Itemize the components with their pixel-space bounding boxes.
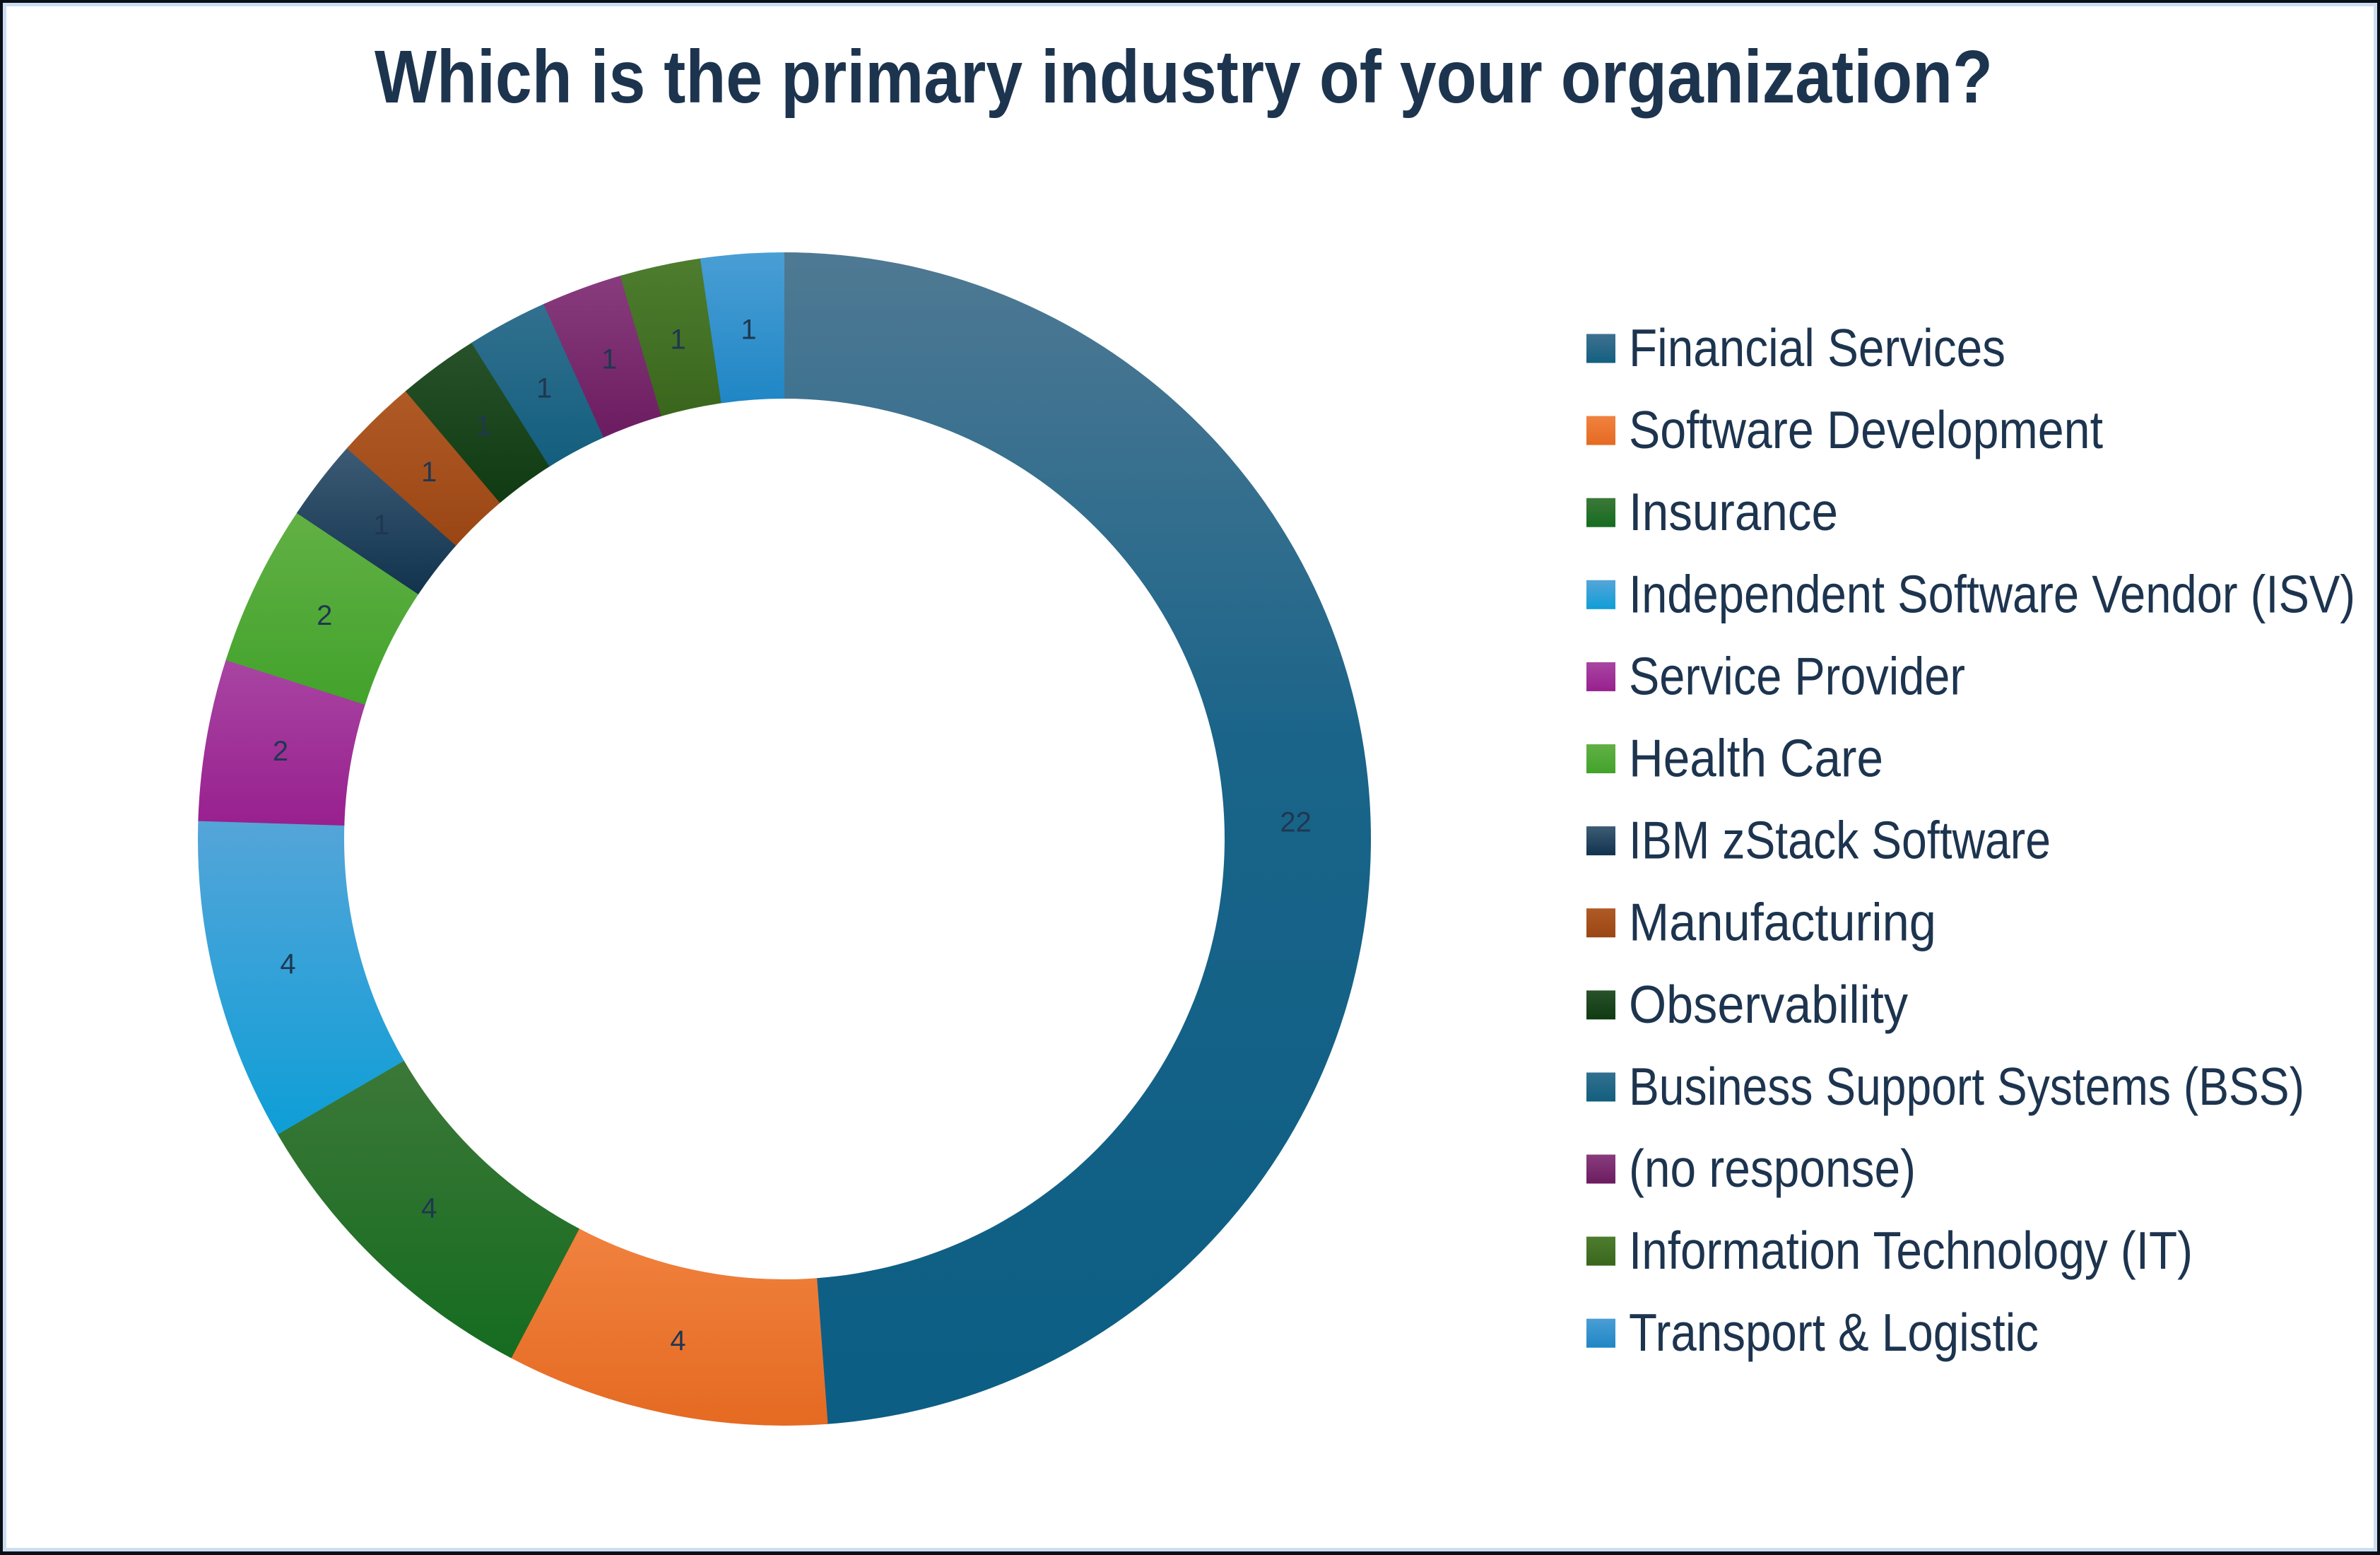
- svg-text:Which is the primary industry: Which is the primary industry of your or…: [375, 35, 1993, 119]
- svg-text:Insurance: Insurance: [1629, 482, 1838, 541]
- svg-text:1: 1: [670, 324, 685, 355]
- svg-text:4: 4: [421, 1192, 437, 1224]
- svg-text:(no response): (no response): [1629, 1139, 1916, 1198]
- svg-text:Information Technology (IT): Information Technology (IT): [1629, 1221, 2193, 1280]
- svg-text:Transport & Logistic: Transport & Logistic: [1629, 1303, 2039, 1362]
- svg-text:1: 1: [741, 314, 756, 345]
- svg-text:Observability: Observability: [1629, 975, 1908, 1034]
- svg-text:4: 4: [280, 949, 295, 980]
- svg-text:Independent Software Vendor (I: Independent Software Vendor (ISV): [1629, 564, 2355, 623]
- svg-text:Financial Services: Financial Services: [1629, 318, 2005, 377]
- svg-text:2: 2: [273, 736, 288, 767]
- svg-text:Health Care: Health Care: [1629, 729, 1883, 788]
- svg-text:1: 1: [536, 372, 552, 404]
- svg-text:1: 1: [476, 411, 491, 442]
- svg-text:Software Development: Software Development: [1629, 400, 2103, 459]
- svg-text:4: 4: [670, 1325, 685, 1356]
- svg-text:1: 1: [421, 457, 437, 488]
- svg-text:Manufacturing: Manufacturing: [1629, 893, 1936, 952]
- svg-text:1: 1: [373, 510, 389, 541]
- svg-text:22: 22: [1280, 806, 1312, 838]
- svg-text:IBM zStack Software: IBM zStack Software: [1629, 811, 2051, 870]
- svg-text:Service Provider: Service Provider: [1629, 646, 1965, 705]
- svg-text:1: 1: [601, 344, 617, 375]
- svg-text:Business Support Systems (BSS): Business Support Systems (BSS): [1629, 1057, 2304, 1116]
- svg-text:2: 2: [317, 600, 332, 631]
